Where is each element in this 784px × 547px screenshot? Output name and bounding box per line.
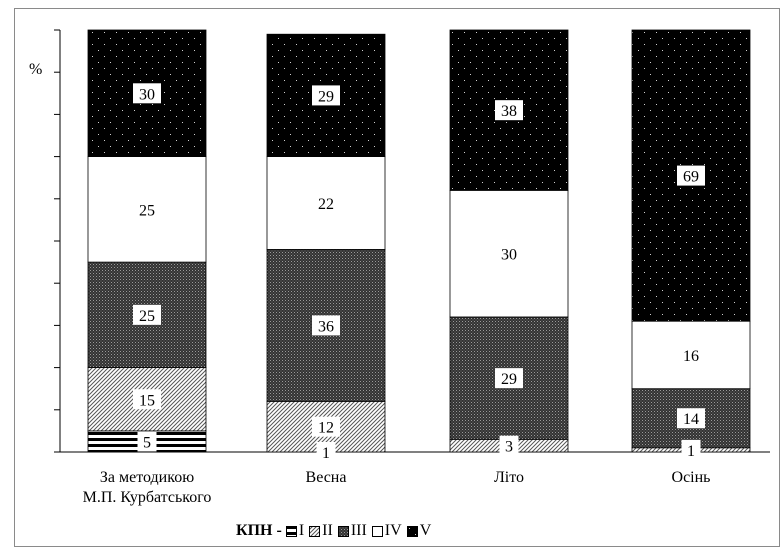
data-label-text: 38 [501,103,517,120]
data-label-4-v: 69 [677,165,705,186]
data-labels-layer: 5 15 25 25 30 1 12 36 22 29 3 29 30 38 1 14 16 69 [133,83,705,462]
data-label-box [495,368,523,389]
data-label-text: 15 [139,392,155,409]
data-label-text: 30 [501,247,517,264]
legend-swatch-2 [309,525,321,537]
legend-item-1: I [285,522,305,540]
legend-label-2: II [322,522,333,539]
data-label-box [312,193,340,214]
data-label-text: 1 [687,443,695,460]
data-label-2-ii: 12 [312,416,340,437]
data-label-4-iii: 14 [677,408,705,429]
data-label-box [312,416,340,437]
data-label-3-iv: 30 [495,243,523,264]
legend-label-3: III [350,522,367,539]
legend-swatch-5 [406,525,418,537]
legend: КПН - I II III IV V [236,522,436,540]
legend-swatch-1 [285,525,297,537]
data-label-box [133,199,161,220]
data-label-box [133,389,161,410]
data-label-text: 3 [505,439,513,456]
legend-item-5: V [406,522,432,540]
data-label-box [312,315,340,336]
legend-item-4: IV [371,522,402,540]
data-label-4-iv: 16 [677,344,705,365]
data-label-2-iii: 36 [312,315,340,336]
data-label-text: 25 [139,202,155,219]
data-label-box [495,100,523,121]
data-label-box [133,304,161,325]
data-label-text: 29 [501,371,517,388]
bars-layer [87,29,751,453]
legend-swatch-3 [337,525,349,537]
data-label-box [312,85,340,106]
data-label-box [316,442,336,462]
data-label-text: 12 [318,420,334,437]
legend-swatch-4 [371,525,383,537]
data-label-1-iii: 25 [133,304,161,325]
data-label-2-iv: 22 [312,193,340,214]
data-label-text: 14 [683,411,699,428]
y-axis-label: % [29,61,42,78]
x-tick-label-3: Літо [494,469,524,486]
data-label-text: 29 [318,88,334,105]
data-label-1-v: 30 [133,83,161,104]
data-label-box [499,435,519,456]
data-label-text: 1 [322,445,330,462]
data-label-box [677,408,705,429]
data-label-text: 30 [139,86,155,103]
data-label-box [137,431,157,452]
data-label-2-i: 1 [316,442,336,462]
data-label-text: 16 [683,348,699,365]
data-label-3-ii: 3 [499,435,519,456]
data-label-1-ii: 15 [133,389,161,410]
x-tick-label-2: Весна [306,469,347,486]
data-label-3-v: 38 [495,100,523,121]
data-label-box [681,439,701,460]
data-label-2-v: 29 [312,85,340,106]
legend-item-2: II [309,522,333,540]
category-labels-layer: За методикою М.П. Курбатського Весна Літо Ос… [83,469,711,506]
x-tick-label-4: Осінь [672,469,711,486]
legend-label-5: V [419,522,432,539]
data-label-text: 69 [683,169,699,186]
data-label-text: 25 [139,308,155,325]
data-label-box [133,83,161,104]
legend-label-1: I [298,522,305,539]
data-label-box [495,243,523,264]
data-label-box [677,165,705,186]
data-label-text: 22 [318,196,334,213]
data-label-3-iii: 29 [495,368,523,389]
data-label-4-ii: 1 [681,439,701,460]
data-label-box [677,344,705,365]
legend-title: КПН - [236,522,282,539]
data-label-1-iv: 25 [133,199,161,220]
data-label-1-i: 5 [137,431,157,452]
legend-label-4: IV [384,522,402,539]
legend-item-3: III [337,522,367,540]
data-label-text: 5 [143,434,151,451]
data-label-text: 36 [318,318,334,335]
x-tick-label-1: За методикою М.П. Курбатського [83,469,212,506]
